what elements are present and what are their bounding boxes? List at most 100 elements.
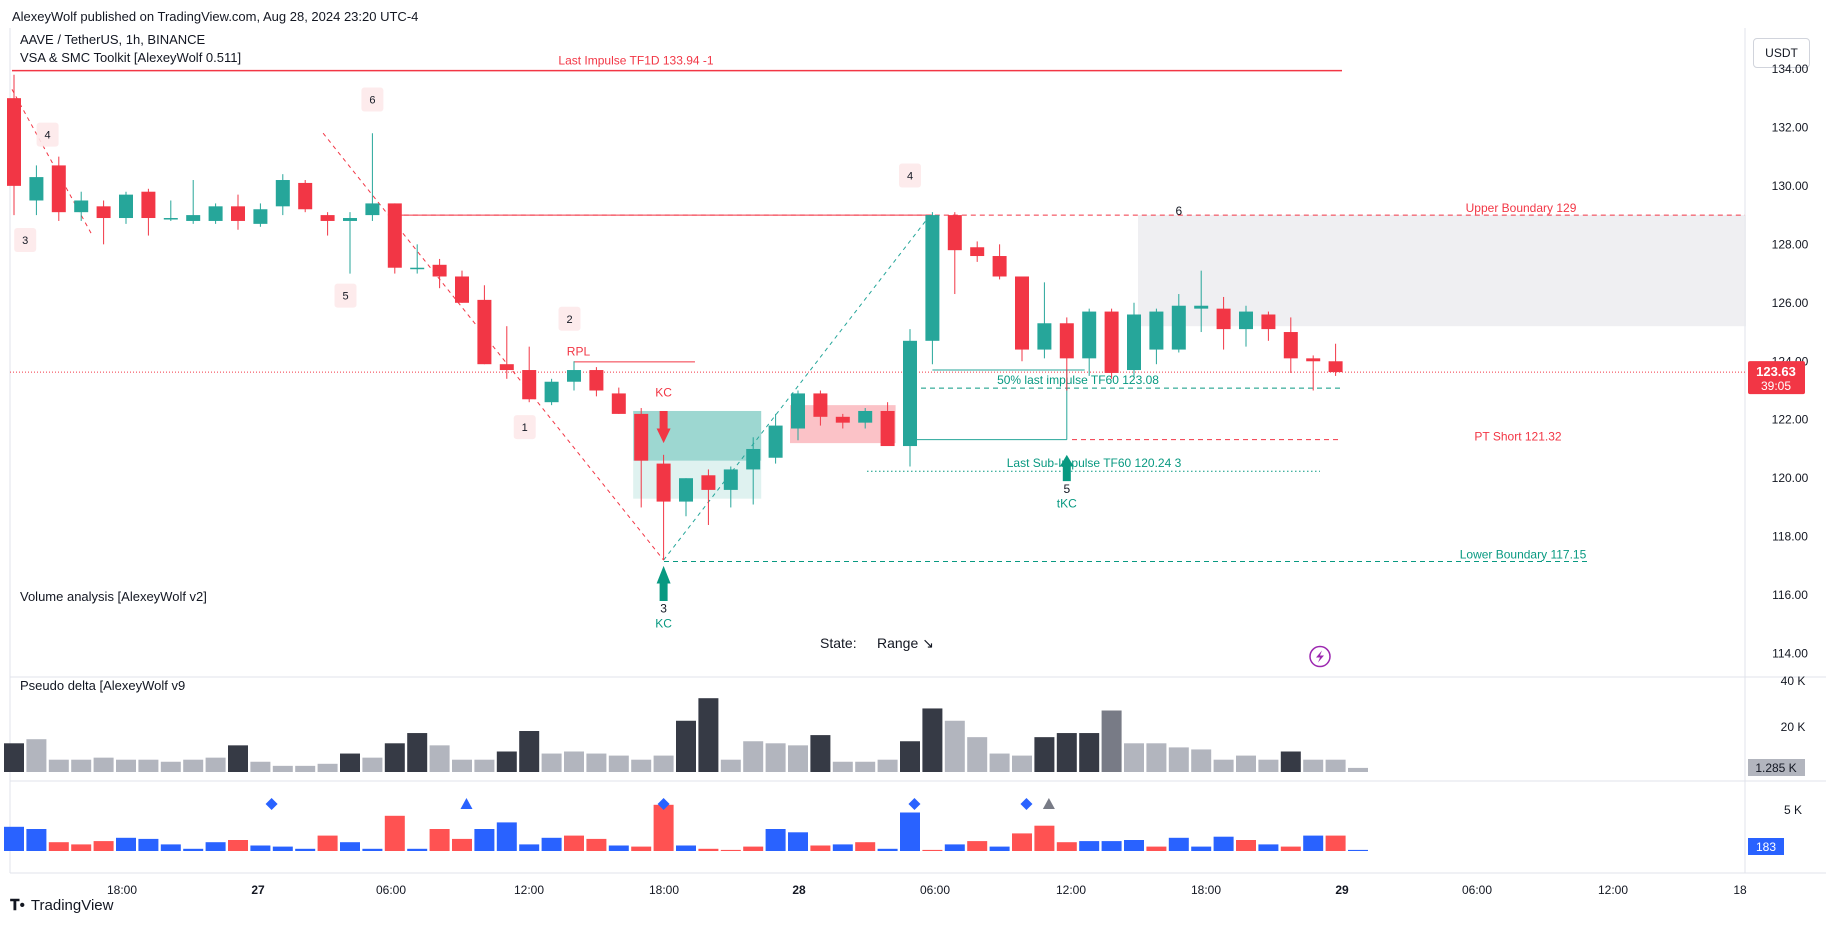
indicator-title[interactable]: VSA & SMC Toolkit [AlexeyWolf 0.511]	[20, 50, 242, 65]
delta-bar	[1079, 841, 1100, 851]
wave-marker-label: 6	[369, 95, 375, 107]
volume-pane-title[interactable]: Volume analysis [AlexeyWolf v2]	[20, 589, 207, 604]
delta-bar	[1303, 835, 1324, 851]
price-level-label: Upper Boundary 129	[1466, 201, 1577, 215]
delta-bar	[429, 829, 450, 851]
volume-bar	[183, 759, 204, 772]
volume-bar	[295, 765, 316, 772]
candle-body	[1082, 311, 1097, 359]
wave-marker-badge	[513, 415, 536, 440]
candle-body	[1104, 311, 1119, 373]
volume-bar	[384, 743, 405, 772]
candle-body	[1015, 276, 1029, 350]
delta-bar	[1056, 842, 1077, 851]
volume-bar	[855, 761, 876, 772]
delta-bar	[205, 842, 226, 851]
volume-bar	[564, 751, 584, 772]
candle-body	[1059, 323, 1074, 359]
delta-badge-bg	[1748, 838, 1784, 855]
wave-marker-label: 5	[342, 291, 348, 303]
y-tick-label: 114.00	[1772, 647, 1808, 661]
delta-bar	[362, 848, 383, 851]
candle-body	[96, 206, 111, 219]
delta-bar	[810, 845, 831, 851]
delta-bar	[407, 848, 428, 851]
candle-body	[992, 256, 1007, 277]
chart-annotation: KC	[655, 616, 672, 630]
volume-bar	[250, 761, 271, 772]
candle-body	[1261, 314, 1276, 330]
candle-body	[163, 218, 178, 220]
delta-bar	[317, 835, 338, 851]
candle-body	[768, 425, 783, 458]
candle-body	[432, 264, 447, 277]
volume-bar	[138, 759, 159, 772]
delta-bar	[384, 815, 405, 851]
candle-body	[455, 276, 469, 303]
x-tick-label: 18:00	[649, 883, 679, 897]
volume-bar	[205, 757, 226, 772]
delta-bar	[989, 846, 1010, 851]
volume-bar	[967, 737, 988, 772]
delta-pane-title[interactable]: Pseudo delta [AlexeyWolf v9	[20, 678, 186, 693]
x-tick-label: 06:00	[1462, 883, 1492, 897]
y-tick-label: 132.00	[1772, 120, 1809, 134]
x-tick-label: 12:00	[1056, 883, 1086, 897]
y-tick-label: 130.00	[1772, 179, 1809, 193]
volume-bar	[676, 720, 696, 772]
volume-bar	[743, 741, 764, 772]
delta-bar	[1168, 837, 1189, 851]
delta-bar	[4, 826, 24, 851]
candle-body	[1037, 323, 1052, 350]
delta-bar	[1191, 846, 1212, 851]
delta-bar	[698, 848, 719, 851]
volume-bar	[788, 745, 808, 772]
candle-body	[522, 370, 537, 400]
price-level-label: Last Impulse TF1D 133.94 -1	[558, 54, 714, 68]
candle-body	[387, 203, 402, 268]
wave-marker-badge	[334, 283, 357, 308]
delta-bar	[855, 842, 876, 851]
volume-bar	[810, 735, 831, 772]
delta-diamond-icon	[657, 798, 670, 810]
volume-bar	[1191, 749, 1212, 772]
tradingview-logo: 𝐓• TradingView	[10, 897, 113, 914]
delta-bar	[922, 849, 943, 851]
delta-bar	[653, 804, 674, 851]
wave-marker-label: 4	[45, 130, 51, 142]
kc-down-arrow-icon	[656, 410, 671, 444]
y-tick-label: 126.00	[1772, 296, 1809, 310]
price-badge-bg	[1748, 361, 1805, 395]
delta-bar	[1236, 840, 1256, 851]
delta-diamond-icon	[1020, 798, 1033, 810]
symbol-title: AAVE / TetherUS, 1h, BINANCE	[20, 32, 206, 47]
x-tick-label: 27	[251, 883, 265, 897]
x-tick-label: 28	[792, 883, 806, 897]
volume-bar	[541, 753, 562, 772]
y-tick-label: 128.00	[1772, 237, 1809, 251]
currency-button[interactable]: USDT	[1753, 38, 1810, 68]
delta-bar	[765, 829, 786, 851]
delta-bar	[743, 846, 764, 851]
delta-bar	[877, 848, 898, 851]
candle-body	[947, 215, 962, 251]
wave-marker-badge	[14, 228, 37, 253]
tradingview-logo-icon: 𝐓•	[10, 897, 25, 914]
delta-bar	[586, 838, 607, 851]
volume-bar	[944, 720, 965, 772]
volume-bar	[93, 757, 114, 772]
candle-body	[141, 191, 156, 219]
volume-bar	[1056, 733, 1077, 772]
volume-bar	[362, 757, 383, 772]
candle-body	[567, 370, 581, 382]
volume-bar	[1034, 737, 1055, 772]
delta-bar	[1325, 835, 1346, 851]
volume-bar	[407, 733, 428, 772]
candle-body	[477, 299, 492, 365]
delta-bar	[541, 837, 562, 851]
candle-body	[29, 177, 44, 201]
delta-bar	[116, 837, 136, 851]
price-badge-value: 123.63	[1756, 364, 1796, 379]
candle-body	[589, 370, 604, 391]
